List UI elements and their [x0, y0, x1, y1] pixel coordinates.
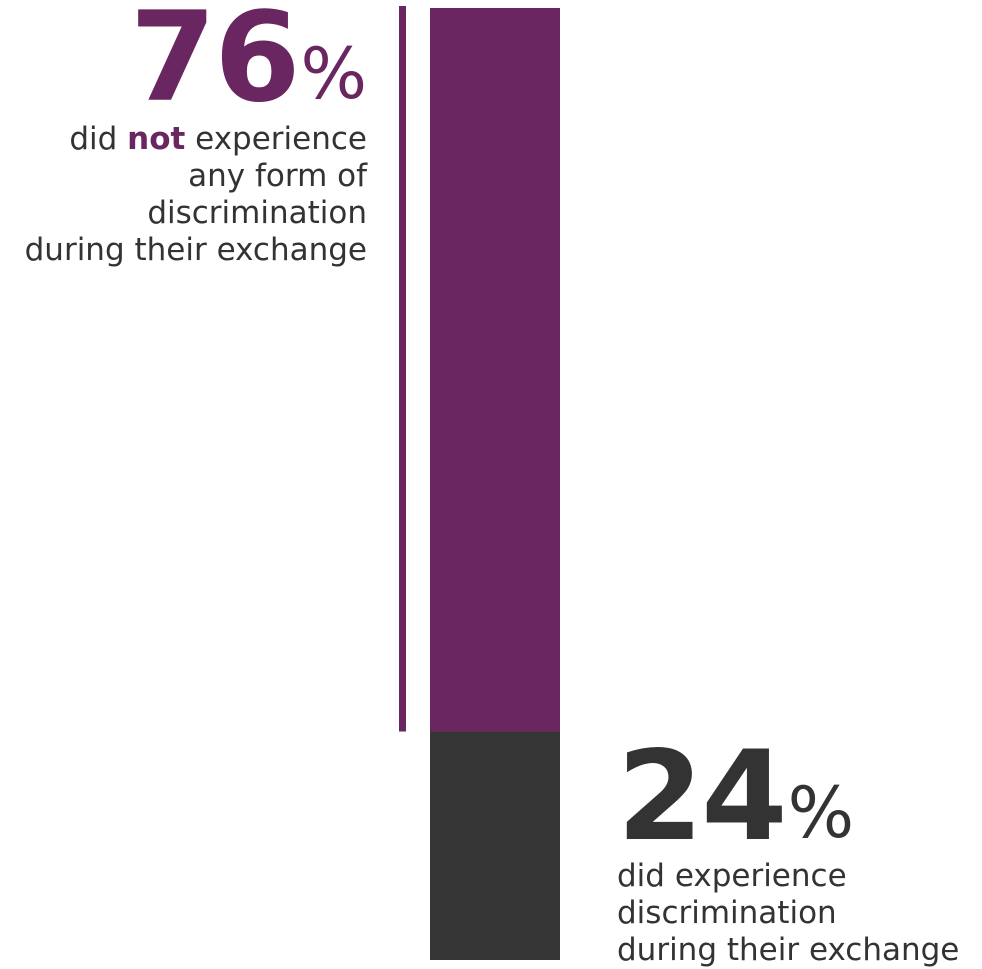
bar-segment-not-experienced — [430, 8, 560, 732]
bottom-percentage: 24 % — [617, 725, 959, 869]
bottom-description: did experience discrimination during the… — [617, 858, 959, 969]
top-annotation: 76 % did not experience any form of disc… — [25, 0, 367, 269]
top-percentage-value: 76 — [129, 0, 301, 130]
segment-bracket-line — [399, 6, 406, 732]
top-line1-emphasis: not — [127, 121, 186, 158]
bottom-description-line-1: did experience — [617, 858, 847, 895]
top-description-line-2: any form of — [188, 158, 367, 195]
bottom-annotation: 24 % did experience discrimination durin… — [617, 725, 959, 969]
top-description-line-4: during their exchange — [24, 232, 367, 269]
top-line1-pre: did — [69, 121, 128, 158]
top-description-line-3: discrimination — [147, 195, 367, 232]
top-description: did not experience any form of discrimin… — [25, 121, 367, 269]
bottom-description-line-2: discrimination — [617, 895, 837, 932]
top-percent-sign: % — [300, 33, 367, 116]
bottom-description-line-3: during their exchange — [617, 932, 960, 969]
top-description-line-1: did not experience — [25, 121, 367, 158]
bottom-percentage-value: 24 — [617, 725, 788, 869]
bottom-percent-sign: % — [787, 772, 855, 855]
top-line1-post: experience — [185, 121, 367, 158]
bar-segment-experienced — [430, 731, 560, 960]
top-percentage: 76 % — [25, 0, 367, 130]
bar-group — [399, 6, 560, 960]
